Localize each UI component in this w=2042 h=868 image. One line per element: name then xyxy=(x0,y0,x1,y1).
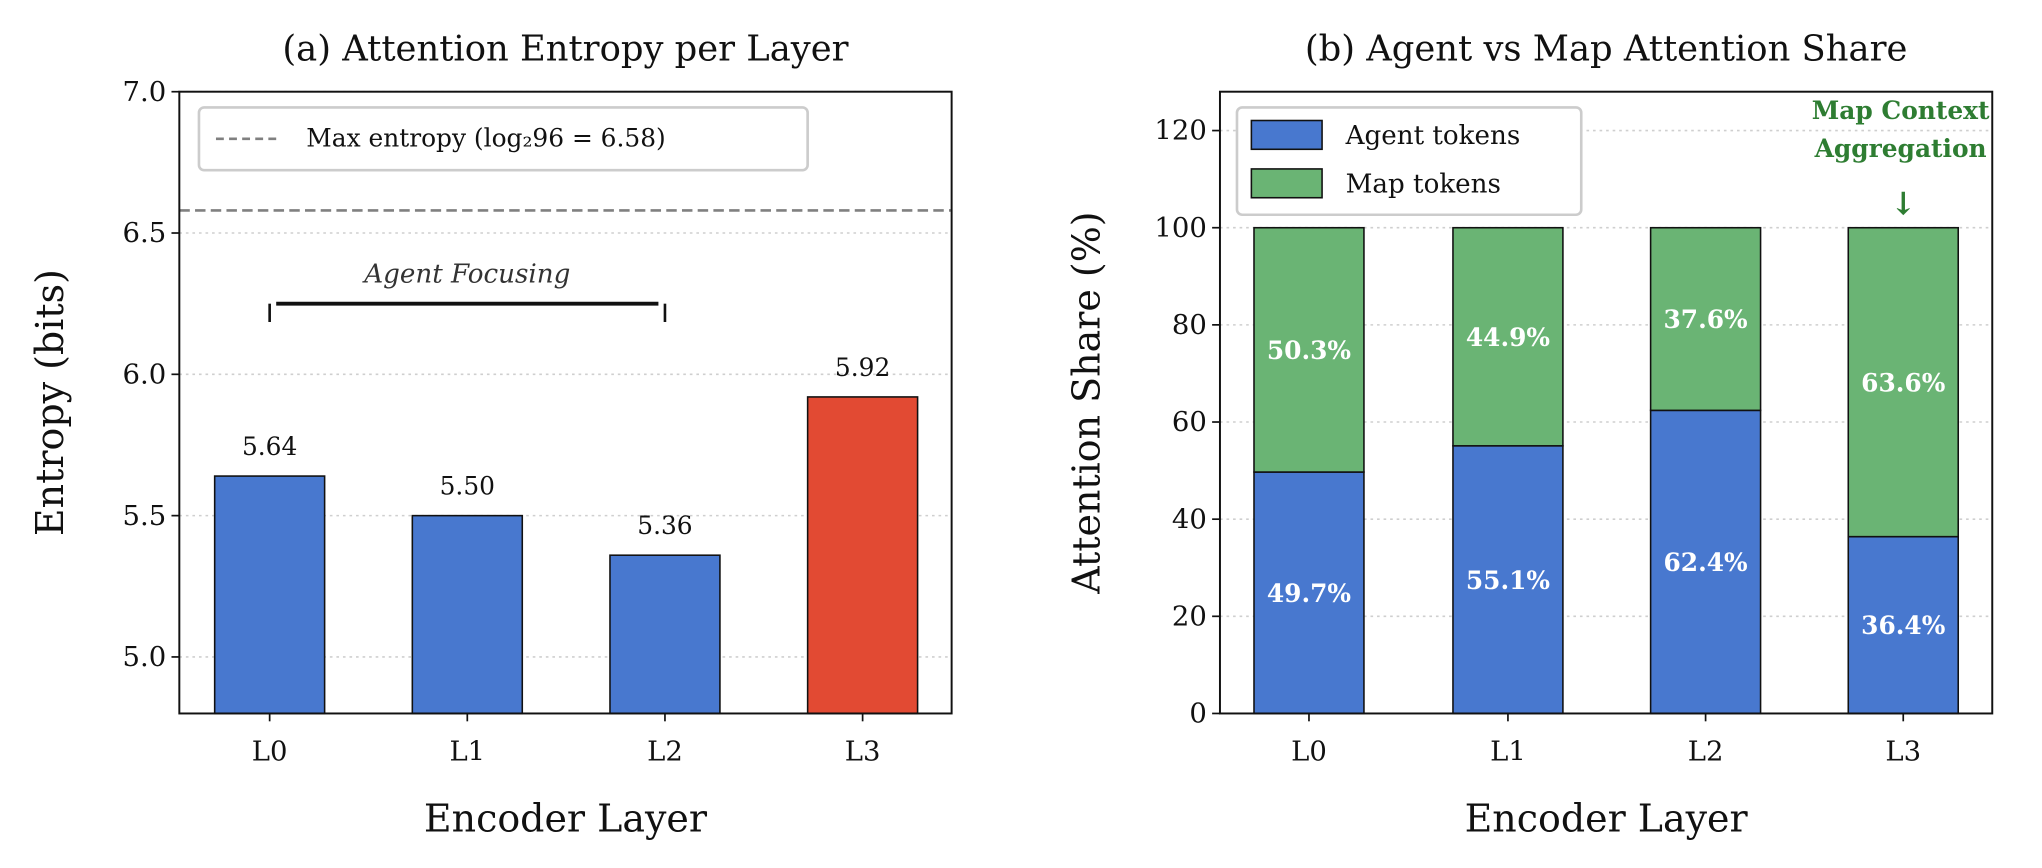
y-tick-label: 5.5 xyxy=(123,500,167,532)
y-tick-label: 80 xyxy=(1172,309,1207,341)
bar-L3 xyxy=(806,396,919,715)
chart-b-attention-share: (b) Agent vs Map Attention Share 0 20 40 60 8… xyxy=(1065,28,1994,840)
y-tick-label: 100 xyxy=(1154,212,1206,244)
segment-value-label: 36.4% xyxy=(1861,611,1946,640)
bar-value-label: 5.92 xyxy=(835,353,890,382)
legend-label: Max entropy (log₂96 = 6.58) xyxy=(306,124,665,153)
x-tick-label: L2 xyxy=(1688,736,1724,768)
bar-L2 xyxy=(609,554,721,715)
legend-label: Agent tokens xyxy=(1345,121,1521,151)
x-tick-label: L2 xyxy=(647,736,683,768)
bar-segment-agent-L3 xyxy=(1847,535,1960,715)
segment-value-label: 49.7% xyxy=(1267,579,1352,608)
segment-value-label: 62.4% xyxy=(1664,548,1749,577)
legend-box xyxy=(197,106,809,172)
x-tick-label: L1 xyxy=(449,736,485,768)
segment-value-label: 63.6% xyxy=(1861,368,1946,397)
y-tick-label: 6.0 xyxy=(123,358,167,390)
x-tick-label: L1 xyxy=(1490,736,1526,768)
y-tick-label: 40 xyxy=(1172,503,1207,535)
chart-a-attention-entropy: (a) Attention Entropy per Layer 5.0 5.5 6.0… xyxy=(28,28,953,840)
y-tick-label: 7.0 xyxy=(123,76,167,108)
y-tick-label: 5.0 xyxy=(123,641,167,673)
bar-segment-agent-L1 xyxy=(1452,445,1564,715)
bar-value-label: 5.36 xyxy=(637,511,692,540)
agent-focusing-annotation: Agent Focusing xyxy=(362,260,570,290)
x-tick-label: L0 xyxy=(1291,736,1327,768)
map-context-annotation-line2: Aggregation xyxy=(1814,134,1987,163)
segment-value-label: 37.6% xyxy=(1664,305,1749,334)
bar-L0 xyxy=(213,475,326,715)
segment-value-label: 55.1% xyxy=(1466,566,1551,595)
legend-box xyxy=(1235,106,1583,217)
bar-segment-map-L3 xyxy=(1847,226,1960,538)
bar-L1 xyxy=(411,514,524,715)
bar-segment-map-L1 xyxy=(1452,226,1564,447)
legend-swatch-agent xyxy=(1250,119,1323,151)
x-axis-label: Encoder Layer xyxy=(1465,796,1749,840)
y-tick-label: 120 xyxy=(1154,115,1206,147)
y-tick-label: 6.5 xyxy=(123,217,167,249)
map-context-annotation-line1: Map Context xyxy=(1812,96,1990,125)
y-axis-label: Attention Share (%) xyxy=(1065,211,1109,594)
axes-frame xyxy=(1218,90,1994,715)
chart-title: (a) Attention Entropy per Layer xyxy=(282,28,848,69)
bar-segment-map-L0 xyxy=(1253,226,1365,473)
axes-frame xyxy=(178,90,953,715)
bar-segment-agent-L0 xyxy=(1253,471,1365,715)
bar-segment-map-L2 xyxy=(1649,226,1762,412)
legend-swatch-map xyxy=(1250,168,1323,199)
bar-segment-agent-L2 xyxy=(1649,409,1762,715)
x-tick-label: L0 xyxy=(252,736,288,768)
y-tick-label: 0 xyxy=(1189,698,1206,730)
bar-value-label: 5.50 xyxy=(440,472,495,501)
bar-value-label: 5.64 xyxy=(242,432,297,461)
x-axis-label: Encoder Layer xyxy=(424,796,708,840)
segment-value-label: 44.9% xyxy=(1466,323,1551,352)
y-axis-label: Entropy (bits) xyxy=(28,269,72,536)
down-arrow-icon: ↓ xyxy=(1890,187,1916,223)
y-tick-label: 20 xyxy=(1172,600,1207,632)
chart-title: (b) Agent vs Map Attention Share xyxy=(1305,28,1908,69)
legend-label: Map tokens xyxy=(1346,169,1501,199)
segment-value-label: 50.3% xyxy=(1267,336,1352,365)
x-tick-label: L3 xyxy=(845,736,881,768)
x-tick-label: L3 xyxy=(1885,736,1921,768)
y-tick-label: 60 xyxy=(1172,406,1207,438)
